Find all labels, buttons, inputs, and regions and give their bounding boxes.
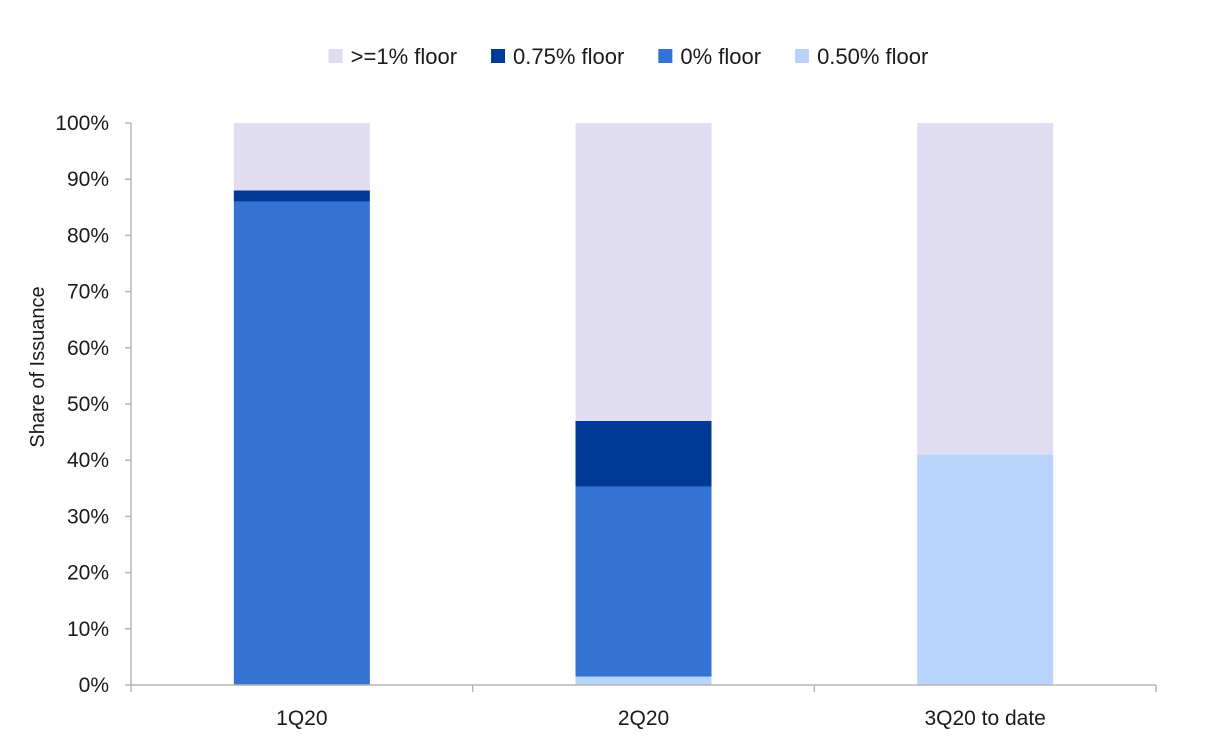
legend: >=1% floor 0.75% floor 0% floor 0.50% floor — [328, 44, 928, 69]
bar-segment-2q20-0-floor — [575, 486, 712, 677]
legend-swatch-0-75-floor — [491, 49, 506, 63]
bar-segment-1q20-0-75-floor — [233, 190, 370, 202]
legend-label-0-75-floor: 0.75% floor — [513, 44, 624, 69]
legend-swatch-1-floor — [328, 49, 343, 63]
legend-label-0-50-floor: 0.50% floor — [817, 44, 928, 69]
y-tick-label: 0% — [79, 674, 109, 697]
bar-segment-3q20-to-date-0-50-floor — [917, 454, 1054, 685]
y-tick-label: 30% — [67, 505, 109, 528]
y-tick-label: 80% — [67, 224, 109, 247]
legend-label-0-floor: 0% floor — [680, 44, 761, 69]
bar-segment-1q20-1-floor — [233, 123, 370, 191]
bar-segment-2q20-0-75-floor — [575, 420, 712, 487]
legend-swatch-0-50-floor — [795, 49, 810, 63]
bar-segment-3q20-to-date-1-floor — [917, 123, 1054, 455]
y-tick-label: 40% — [67, 449, 109, 472]
x-tick-label: 1Q20 — [276, 707, 327, 730]
bars — [233, 123, 1054, 685]
x-tick-label: 2Q20 — [618, 707, 669, 730]
x-axis: 1Q20 2Q20 3Q20 to date — [130, 684, 1157, 730]
bar-segment-2q20-0-50-floor — [575, 676, 712, 685]
bar-segment-2q20-1-floor — [575, 123, 712, 421]
y-axis: 0% 10% 20% 30% 40% 50% 60% 70% 80% 90% 100% — [55, 112, 132, 697]
y-tick-label: 90% — [67, 168, 109, 191]
bar-segment-1q20-0-floor — [233, 201, 370, 685]
legend-swatch-0-floor — [658, 49, 673, 63]
y-tick-label: 20% — [67, 562, 109, 585]
y-tick-label: 100% — [55, 112, 109, 135]
y-tick-label: 10% — [67, 618, 109, 641]
y-tick-label: 70% — [67, 281, 109, 304]
y-tick-label: 60% — [67, 337, 109, 360]
y-axis-title: Share of Issuance — [27, 286, 49, 447]
y-tick-label: 50% — [67, 393, 109, 416]
legend-label-1-floor: >=1% floor — [351, 44, 457, 69]
x-tick-label: 3Q20 to date — [924, 707, 1045, 730]
